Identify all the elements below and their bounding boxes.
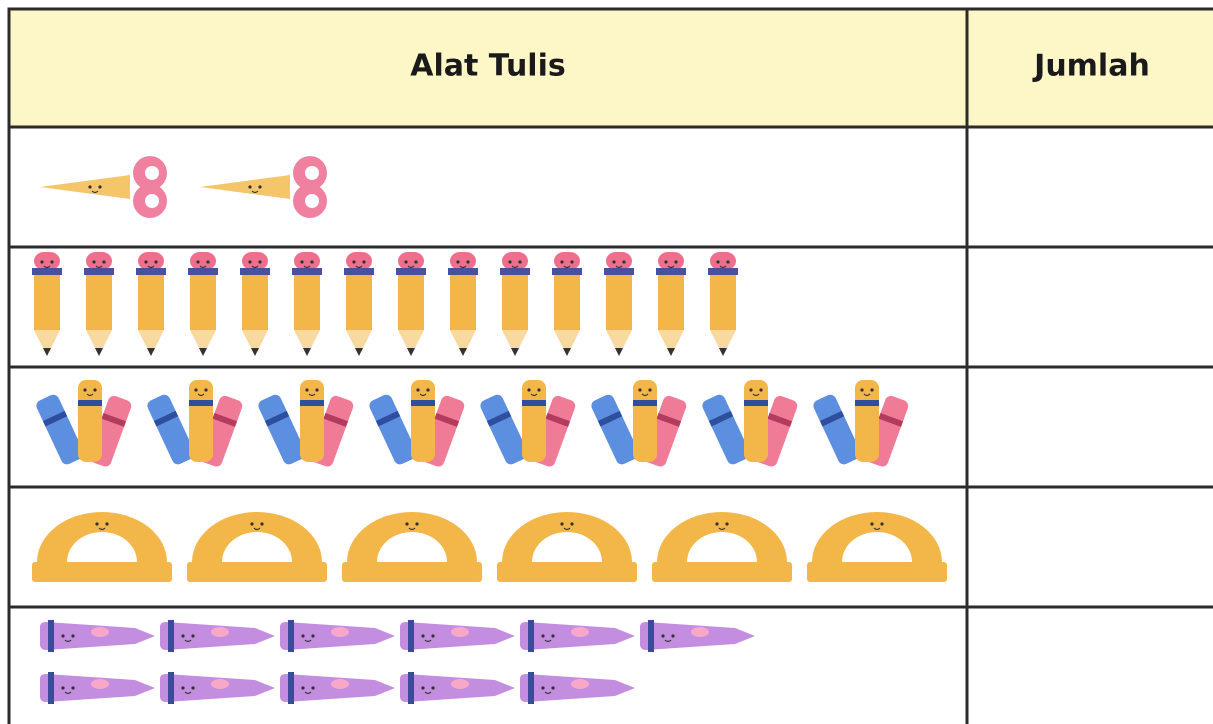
- pencil-icon: [552, 252, 582, 356]
- pencil-icon: [656, 252, 686, 356]
- crayons-icon: [813, 380, 909, 467]
- pencil-icon: [396, 252, 426, 356]
- crayons-icon: [147, 380, 243, 467]
- pen-icon: [160, 620, 275, 652]
- scissors-icon: [40, 156, 167, 218]
- pen-icon: [520, 620, 635, 652]
- pencil-icon: [84, 252, 114, 356]
- protractor-icon: [497, 512, 637, 582]
- protractor-icon: [342, 512, 482, 582]
- grid: [7, 7, 1213, 724]
- crayons-icon: [702, 380, 798, 467]
- pencil-icon: [188, 252, 218, 356]
- pen-icon: [280, 672, 395, 704]
- protractor-icon: [807, 512, 947, 582]
- crayons-icon: [480, 380, 576, 467]
- crayons-icon: [258, 380, 354, 467]
- pen-icon: [40, 672, 155, 704]
- protractor-icon: [187, 512, 327, 582]
- pen-icon: [400, 672, 515, 704]
- pencil-icon: [292, 252, 322, 356]
- protractor-icon: [652, 512, 792, 582]
- crayons-icon: [369, 380, 465, 467]
- pencil-icon: [708, 252, 738, 356]
- pencil-icon: [344, 252, 374, 356]
- crayons-icon: [591, 380, 687, 467]
- pen-icon: [280, 620, 395, 652]
- header-count: Jumlah: [1032, 49, 1150, 84]
- pen-icon: [640, 620, 755, 652]
- pen-icon: [400, 620, 515, 652]
- pencil-icon: [32, 252, 62, 356]
- pencil-icon: [604, 252, 634, 356]
- pencil-icon: [500, 252, 530, 356]
- pencil-icon: [136, 252, 166, 356]
- header-row: [9, 9, 1213, 127]
- crayons-icon: [36, 380, 132, 467]
- pen-icon: [40, 620, 155, 652]
- pencil-icon: [240, 252, 270, 356]
- scissors-icon: [200, 156, 327, 218]
- pen-icon: [160, 672, 275, 704]
- pencil-icon: [448, 252, 478, 356]
- pen-icon: [520, 672, 635, 704]
- header-item: Alat Tulis: [410, 49, 565, 84]
- protractor-icon: [32, 512, 172, 582]
